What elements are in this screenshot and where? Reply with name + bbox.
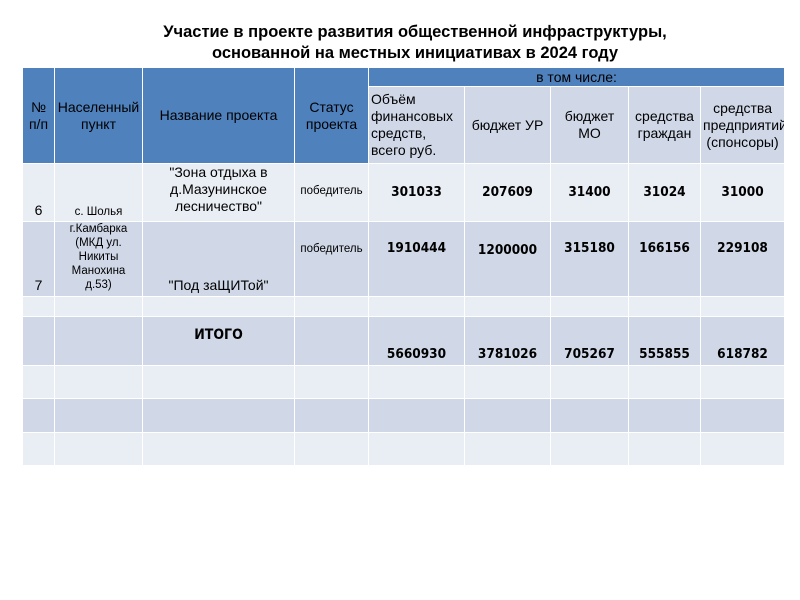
header-row-2: Объём финансовых средств, всего руб. бюд… <box>23 86 786 164</box>
totals-total: 5660930 <box>368 316 465 366</box>
empty-row <box>22 398 786 433</box>
empty-row <box>22 432 786 466</box>
header-budget-ur: бюджет УР <box>464 86 551 164</box>
projects-table: № п/п Населенный пункт Название проекта … <box>22 67 786 466</box>
totals-row: ИТОГО 5660930 3781026 705267 555855 6187… <box>22 316 786 366</box>
cell-status: победитель <box>294 221 369 297</box>
totals-budget-ur: 3781026 <box>464 316 551 366</box>
header-settlement: Населенный пункт <box>54 67 143 164</box>
cell-settlement: с. Шолья <box>54 163 143 222</box>
cell-total: 1910444 <box>368 221 465 297</box>
empty-row <box>22 365 786 399</box>
header-project: Название проекта <box>142 67 295 164</box>
table-row: 6 с. Шолья "Зона отдыха в д.Мазунинское … <box>22 163 786 222</box>
cell-sponsors: 31000 <box>699 163 786 222</box>
cell-budget-ur: 207609 <box>464 163 551 222</box>
cell-budget-mo: 315180 <box>550 221 629 297</box>
header-budget-mo: бюджет МО <box>550 86 629 164</box>
title-line-1: Участие в проекте развития общественной … <box>163 23 667 41</box>
cell-settlement: г.Камбарка (МКД ул. Никиты Манохина д.53… <box>54 221 143 297</box>
cell-citizens: 31024 <box>628 163 701 222</box>
totals-citizens: 555855 <box>628 316 701 366</box>
header-citizens: средства граждан <box>628 86 701 164</box>
header-row-1: № п/п Населенный пункт Название проекта … <box>22 67 786 164</box>
title-line-2: основанной на местных инициативах в 2024… <box>211 44 619 62</box>
header-including: в том числе: <box>367 67 786 87</box>
cell-budget-mo: 31400 <box>550 163 629 222</box>
totals-sponsors: 618782 <box>699 316 786 366</box>
empty-row <box>22 296 786 317</box>
header-total: Объём финансовых средств, всего руб. <box>368 86 465 164</box>
table-row: 7 г.Камбарка (МКД ул. Никиты Манохина д.… <box>22 221 786 297</box>
cell-project: "Под заЩИТой" <box>142 221 295 297</box>
cell-total: 301033 <box>368 163 465 222</box>
cell-budget-ur: 1200000 <box>464 221 551 297</box>
cell-project: "Зона отдыха в д.Мазунинское лесничество… <box>142 163 295 222</box>
cell-status: победитель <box>294 163 369 222</box>
header-num: № п/п <box>22 67 55 164</box>
totals-budget-mo: 705267 <box>550 316 629 366</box>
header-status: Статус проекта <box>294 67 369 164</box>
cell-num: 6 <box>22 163 55 222</box>
cell-num: 7 <box>22 221 55 297</box>
cell-sponsors: 229108 <box>699 221 786 297</box>
header-sponsors: средства предприятий (спонсоры) <box>699 86 786 164</box>
cell-citizens: 166156 <box>628 221 701 297</box>
totals-label: ИТОГО <box>142 316 295 366</box>
page-title: Участие в проекте развития общественной … <box>0 22 800 64</box>
